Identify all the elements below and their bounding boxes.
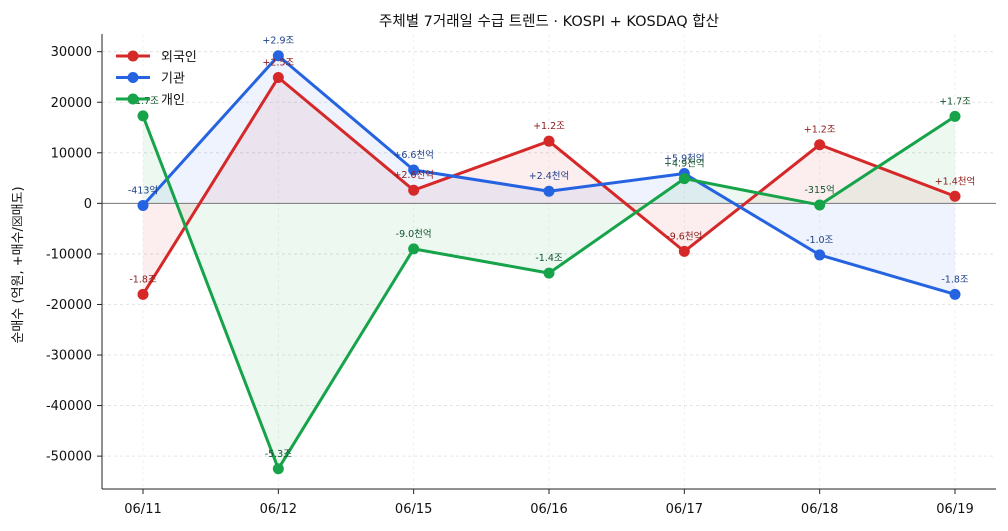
- y-tick-label: 30000: [51, 45, 92, 60]
- y-axis-label: 순매수 (억원, +매수/☒매도): [11, 186, 26, 343]
- legend-label: 외국인: [161, 50, 197, 65]
- y-tick-label: -30000: [46, 349, 92, 364]
- data-point: [949, 288, 961, 300]
- y-tick-label: 0: [84, 197, 92, 212]
- data-label: -1.8조: [129, 274, 157, 285]
- y-tick-label: -20000: [46, 298, 92, 313]
- series-lines: [137, 50, 961, 475]
- data-label: -413억: [128, 184, 158, 196]
- data-point: [272, 50, 284, 62]
- series-fill-area: [143, 115, 955, 469]
- data-point: [137, 110, 149, 122]
- data-label: -5.3조: [265, 449, 293, 460]
- data-label: -9.0천억: [396, 228, 432, 240]
- data-point: [408, 184, 420, 196]
- data-point: [678, 245, 690, 257]
- legend-label: 기관: [161, 72, 185, 87]
- data-point: [137, 288, 149, 300]
- axes: 30000 20000 10000 0 -10000 -20000 -30000 -40000…: [46, 34, 996, 517]
- x-tick-label: 06/11: [124, 502, 161, 517]
- data-label: +1.7조: [939, 96, 971, 107]
- x-tick-label: 06/17: [666, 502, 703, 517]
- data-label: +2.5조: [262, 57, 294, 68]
- data-label: +1.2조: [533, 121, 565, 132]
- data-point: [949, 110, 961, 122]
- data-label: +1.4천억: [935, 175, 976, 187]
- data-labels: -1.8조 +2.5조 +2.6천억 +1.2조 -9.6천억 +1.2조 +1.4천억 -4…: [127, 36, 975, 460]
- data-label: -315억: [805, 184, 835, 196]
- chart-title: 주체별 7거래일 수급 트렌드 · KOSPI + KOSDAQ 합산: [379, 13, 719, 30]
- data-point: [678, 173, 690, 185]
- data-label: +1.7조: [127, 96, 159, 107]
- legend-label: 개인: [161, 93, 185, 108]
- data-point: [814, 249, 826, 261]
- data-point: [408, 243, 420, 255]
- data-point: [814, 199, 826, 211]
- y-tick-label: -10000: [46, 247, 92, 262]
- y-tick-label: 20000: [51, 96, 92, 111]
- data-label: -1.4조: [535, 253, 563, 264]
- x-tick-label: 06/16: [530, 502, 567, 517]
- data-point: [408, 164, 420, 176]
- legend-marker: [127, 93, 139, 105]
- data-point: [543, 135, 555, 147]
- data-point: [137, 199, 149, 211]
- data-label: +1.2조: [804, 125, 836, 136]
- x-tick-label: 06/19: [936, 502, 973, 517]
- data-label: +2.6천억: [393, 169, 434, 181]
- data-point: [272, 463, 284, 475]
- x-tick-label: 06/12: [260, 502, 297, 517]
- data-label: +2.9조: [262, 36, 294, 47]
- y-tick-label: 10000: [51, 146, 92, 161]
- data-label: -9.6천억: [666, 230, 702, 242]
- y-tick-label: -40000: [46, 399, 92, 414]
- data-point: [543, 185, 555, 197]
- series-fill-area: [143, 55, 955, 295]
- data-label: -1.8조: [941, 274, 969, 285]
- data-label: +5.9천억: [664, 153, 705, 165]
- data-label: +4.9천억: [664, 158, 705, 170]
- legend-marker: [127, 50, 139, 62]
- data-label: -1.0조: [806, 235, 834, 246]
- y-tick-label: -50000: [46, 450, 92, 465]
- data-point: [949, 190, 961, 202]
- x-tick-label: 06/18: [801, 502, 838, 517]
- data-point: [543, 267, 555, 279]
- data-point: [814, 139, 826, 151]
- legend-marker: [127, 72, 139, 83]
- x-tick-label: 06/15: [395, 502, 432, 517]
- data-label: +2.4천억: [529, 170, 570, 182]
- data-point: [272, 71, 284, 83]
- data-label: +6.6천억: [393, 149, 434, 161]
